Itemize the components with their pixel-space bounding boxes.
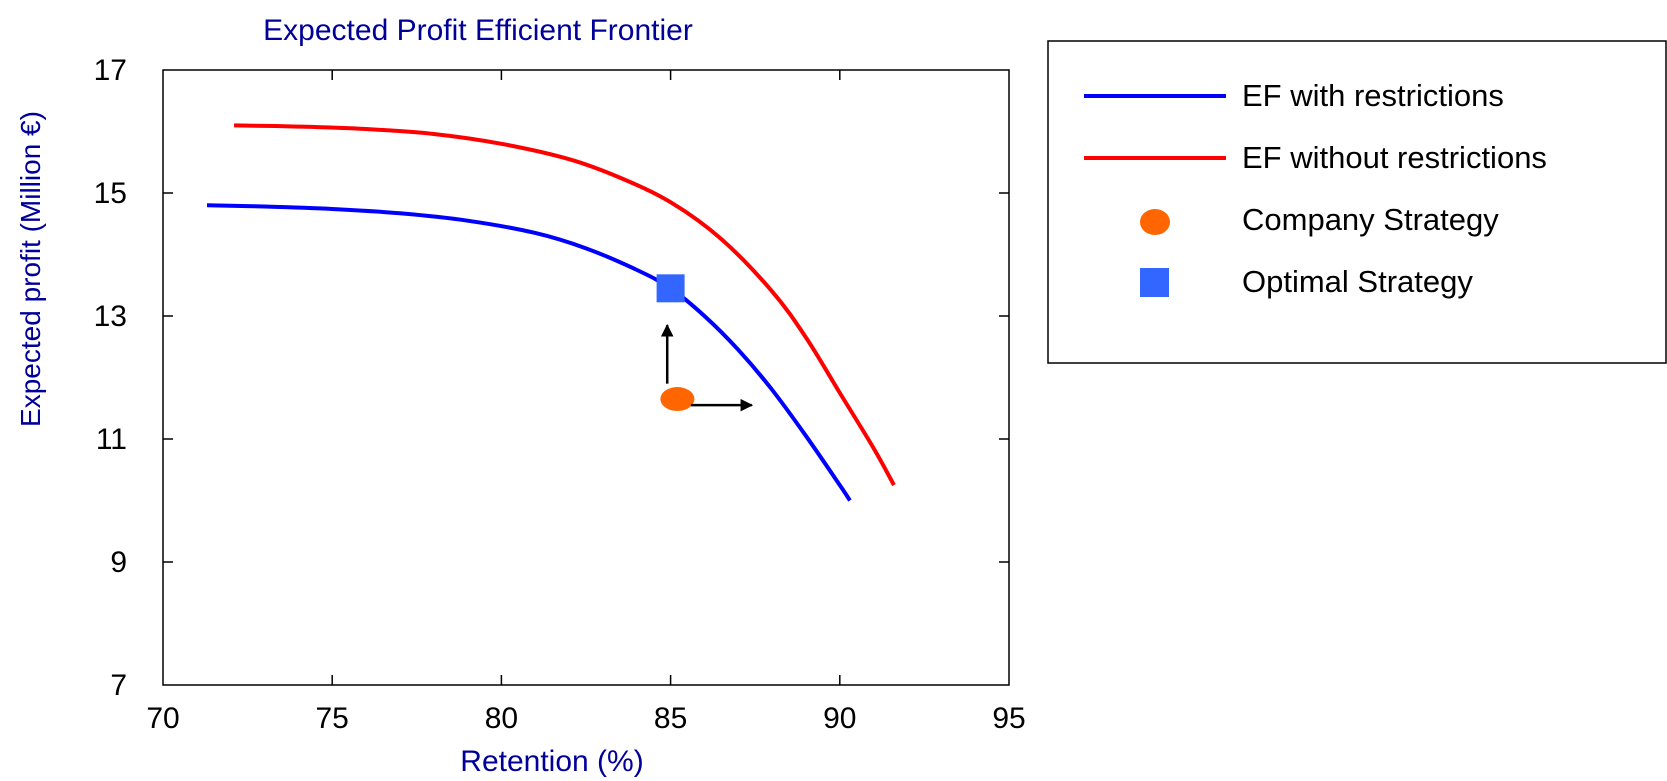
- point-company-strategy: [660, 387, 695, 412]
- x-axis-label: Retention (%): [460, 745, 643, 778]
- x-tick-label: 75: [316, 702, 349, 735]
- y-axis-ticks: 7 9 11 13 15 17: [94, 54, 1009, 702]
- x-tick-label: 95: [992, 702, 1025, 735]
- x-tick-label: 80: [485, 702, 518, 735]
- legend-label-ef-without-restrictions: EF without restrictions: [1242, 140, 1547, 175]
- x-tick-label: 70: [146, 702, 179, 735]
- series-line-ef-with-restrictions: [206, 203, 852, 502]
- point-optimal-strategy: [656, 274, 685, 303]
- y-tick-label: 17: [94, 54, 127, 87]
- series-layer: [206, 123, 896, 502]
- x-tick-label: 90: [823, 702, 856, 735]
- legend-label-optimal-strategy: Optimal Strategy: [1242, 264, 1473, 299]
- x-axis-ticks: 70 75 80 85 90 95: [146, 70, 1026, 735]
- y-tick-label: 15: [94, 177, 127, 210]
- y-axis-label: Expected profit (Million €): [15, 111, 46, 427]
- series-line-ef-without-restrictions: [234, 123, 896, 487]
- x-tick-label: 85: [654, 702, 687, 735]
- y-tick-label: 9: [110, 546, 127, 579]
- y-tick-label: 7: [110, 669, 127, 702]
- annotation-layer: [660, 323, 754, 412]
- y-tick-label: 11: [96, 423, 127, 456]
- y-tick-label: 13: [94, 300, 127, 333]
- plot-area-frame: [162, 69, 1010, 686]
- legend-swatch-optimal-strategy: [1140, 268, 1169, 297]
- legend-label-company-strategy: Company Strategy: [1242, 202, 1499, 237]
- legend-swatch-company-strategy: [1140, 209, 1170, 235]
- chart-title: Expected Profit Efficient Frontier: [263, 14, 693, 47]
- legend-label-ef-with-restrictions: EF with restrictions: [1242, 78, 1504, 113]
- legend: EF with restrictions EF without restricti…: [1047, 40, 1667, 364]
